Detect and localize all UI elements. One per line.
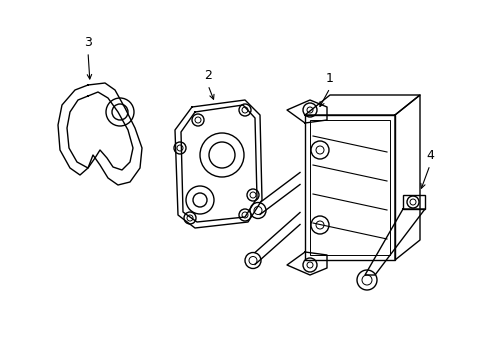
Bar — [402, 195, 424, 209]
Text: 4: 4 — [425, 149, 433, 162]
Text: 2: 2 — [203, 68, 211, 81]
Text: 1: 1 — [325, 72, 333, 85]
Bar — [305, 115, 394, 260]
Text: 3: 3 — [84, 36, 92, 49]
Bar — [309, 120, 389, 255]
